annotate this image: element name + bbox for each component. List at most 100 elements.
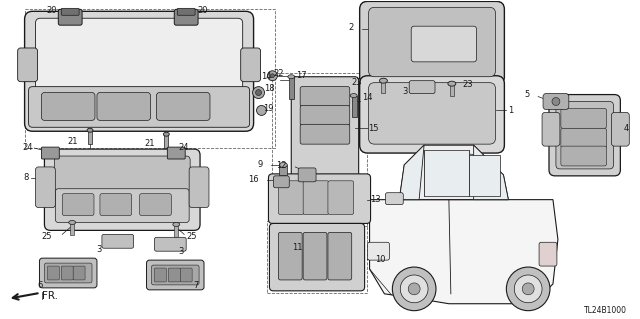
FancyBboxPatch shape [360,1,504,85]
Ellipse shape [163,132,170,136]
FancyBboxPatch shape [542,112,560,146]
Bar [424,150,468,196]
Text: 2: 2 [348,23,354,32]
FancyBboxPatch shape [177,8,195,15]
FancyBboxPatch shape [97,93,150,120]
Text: 25: 25 [186,232,196,241]
Bar [352,96,356,117]
FancyBboxPatch shape [273,176,289,188]
Text: 13: 13 [371,195,381,204]
FancyBboxPatch shape [156,93,210,120]
Text: 6: 6 [37,281,42,290]
Text: 4: 4 [623,124,628,133]
FancyBboxPatch shape [409,81,435,93]
Text: 22: 22 [273,69,284,78]
FancyBboxPatch shape [269,223,365,291]
FancyBboxPatch shape [44,263,92,283]
Ellipse shape [448,81,456,86]
Text: 3: 3 [402,87,407,96]
Circle shape [255,90,262,96]
Circle shape [257,106,266,115]
Circle shape [268,71,277,81]
Circle shape [522,283,534,295]
Text: 23: 23 [463,80,474,89]
FancyBboxPatch shape [411,26,477,62]
Circle shape [552,98,560,106]
Text: 5: 5 [524,90,529,99]
Ellipse shape [68,220,76,225]
Text: 11: 11 [292,243,302,252]
Circle shape [392,267,436,311]
FancyBboxPatch shape [154,268,166,282]
Text: 9: 9 [257,160,262,169]
FancyBboxPatch shape [303,181,329,214]
FancyBboxPatch shape [298,168,316,182]
FancyBboxPatch shape [300,106,349,125]
Text: 25: 25 [42,232,52,241]
FancyBboxPatch shape [539,242,557,266]
FancyBboxPatch shape [40,258,97,288]
FancyBboxPatch shape [44,149,200,230]
Bar [88,130,92,144]
FancyBboxPatch shape [47,266,60,280]
Circle shape [506,267,550,311]
Text: 18: 18 [264,84,275,93]
Text: 21: 21 [144,139,154,148]
Text: 15: 15 [369,124,379,133]
FancyBboxPatch shape [328,181,354,214]
FancyBboxPatch shape [367,242,389,260]
Bar [450,84,454,96]
FancyBboxPatch shape [291,77,358,184]
Text: 16: 16 [248,175,259,184]
Bar [289,77,294,99]
Text: 7: 7 [193,281,198,290]
FancyBboxPatch shape [328,232,352,280]
Bar [381,81,385,93]
Text: 12: 12 [276,161,286,170]
FancyBboxPatch shape [278,181,304,214]
FancyBboxPatch shape [561,128,607,148]
Text: TL24B1000: TL24B1000 [584,306,627,315]
FancyBboxPatch shape [300,87,349,107]
Text: 14: 14 [362,93,372,102]
Text: 8: 8 [23,173,29,182]
Ellipse shape [173,222,180,226]
FancyBboxPatch shape [611,112,629,146]
FancyBboxPatch shape [154,237,186,251]
Circle shape [408,283,420,295]
Text: 21: 21 [68,137,78,146]
Bar [268,221,367,293]
Bar [24,9,275,148]
Text: 3: 3 [97,245,102,254]
Text: 24: 24 [22,143,33,152]
FancyBboxPatch shape [54,156,190,196]
Ellipse shape [279,162,287,167]
Polygon shape [369,200,558,304]
Bar [70,222,74,235]
Text: 24: 24 [179,143,189,152]
FancyBboxPatch shape [29,87,250,127]
FancyBboxPatch shape [61,8,79,15]
FancyBboxPatch shape [360,76,504,153]
FancyBboxPatch shape [24,11,253,131]
FancyBboxPatch shape [180,268,192,282]
FancyBboxPatch shape [385,193,403,204]
FancyBboxPatch shape [42,93,95,120]
FancyBboxPatch shape [35,18,243,96]
Circle shape [515,275,542,303]
FancyBboxPatch shape [61,266,73,280]
FancyBboxPatch shape [174,9,198,25]
FancyBboxPatch shape [62,194,94,216]
FancyBboxPatch shape [152,265,199,285]
Bar [174,225,179,237]
FancyBboxPatch shape [147,260,204,290]
Polygon shape [399,145,424,200]
Polygon shape [399,145,508,200]
FancyBboxPatch shape [140,194,172,216]
FancyBboxPatch shape [300,124,349,144]
FancyBboxPatch shape [561,108,607,128]
FancyBboxPatch shape [55,189,189,222]
Bar [164,134,168,148]
FancyBboxPatch shape [18,48,38,82]
FancyBboxPatch shape [167,147,185,159]
